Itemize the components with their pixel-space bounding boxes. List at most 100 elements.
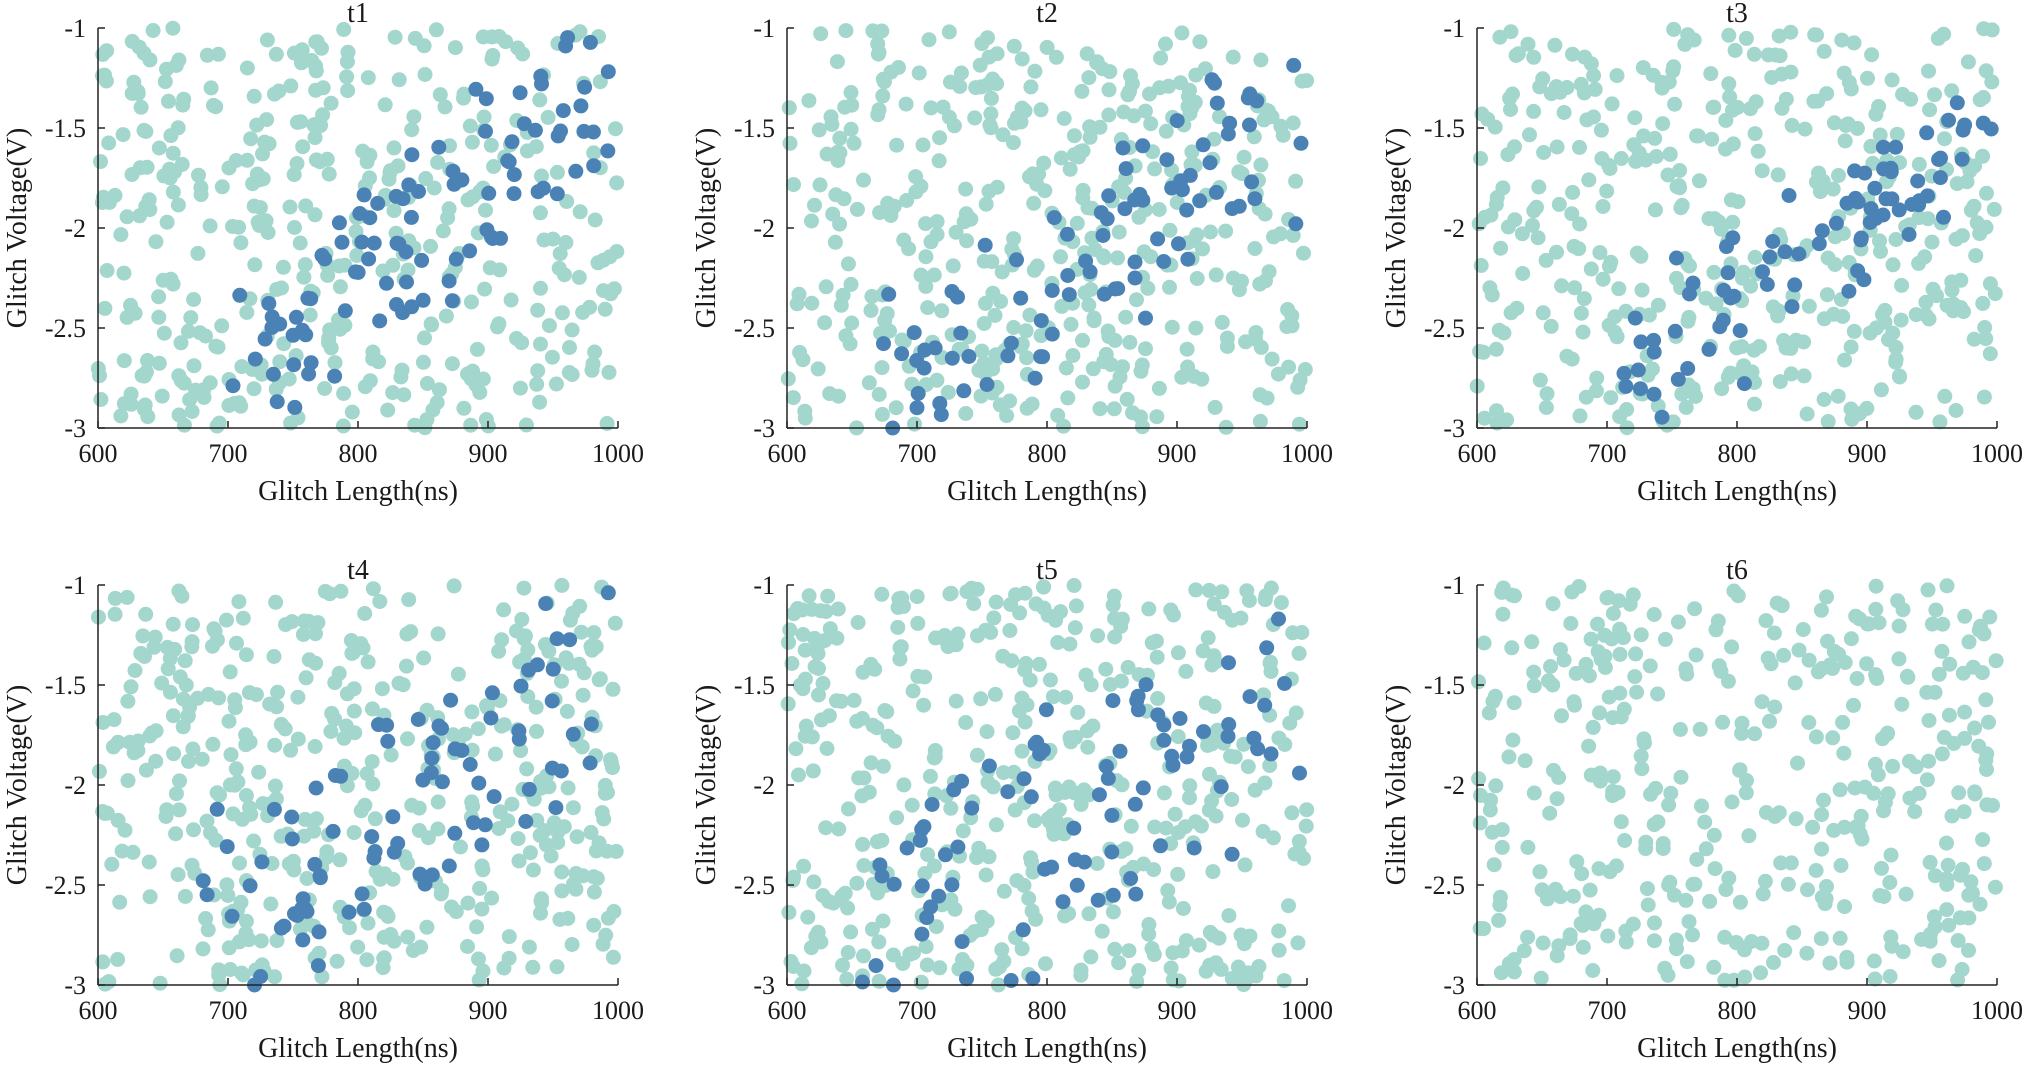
non-fault-point — [1060, 390, 1076, 406]
non-fault-point — [416, 650, 432, 666]
non-fault-point — [552, 246, 568, 262]
non-fault-point — [889, 810, 905, 826]
fault-point — [1685, 275, 1701, 291]
non-fault-point — [346, 703, 362, 719]
non-fault-point — [1549, 791, 1565, 807]
non-fault-point — [307, 739, 323, 754]
non-fault-point — [797, 403, 813, 419]
fault-point — [1179, 202, 1195, 218]
non-fault-point — [1517, 753, 1533, 769]
non-fault-point — [1843, 631, 1859, 647]
x-tick-label: 1000 — [592, 996, 644, 1025]
fault-point — [1135, 138, 1151, 154]
non-fault-point — [1045, 689, 1061, 705]
non-fault-point — [1495, 180, 1511, 196]
non-fault-point — [1672, 180, 1688, 196]
non-fault-point — [1809, 27, 1824, 43]
non-fault-point — [430, 821, 446, 837]
non-fault-point — [1094, 923, 1110, 939]
non-fault-point — [283, 78, 299, 94]
non-fault-point — [169, 948, 185, 964]
x-tick-label: 800 — [1028, 996, 1067, 1025]
non-fault-point — [1981, 714, 1996, 730]
fault-point — [874, 868, 890, 884]
non-fault-point — [1833, 858, 1849, 873]
non-fault-point — [1944, 282, 1960, 298]
non-fault-point — [988, 347, 1004, 363]
non-fault-point — [1816, 392, 1832, 407]
non-fault-point — [1592, 705, 1607, 721]
non-fault-point — [558, 235, 574, 250]
fault-point — [1856, 272, 1872, 288]
non-fault-point — [1680, 256, 1696, 272]
non-fault-point — [1934, 643, 1950, 659]
non-fault-point — [1734, 339, 1750, 355]
non-fault-point — [1175, 901, 1191, 916]
fault-point — [1632, 381, 1648, 397]
non-fault-point — [501, 929, 517, 945]
non-fault-point — [1107, 941, 1123, 957]
non-fault-point — [1547, 37, 1563, 53]
non-fault-point — [419, 702, 435, 718]
fault-point — [1853, 232, 1869, 248]
non-fault-point — [1058, 360, 1074, 376]
non-fault-point — [123, 679, 139, 695]
non-fault-point — [1573, 76, 1589, 92]
y-tick-label: -1.5 — [45, 114, 86, 143]
fault-point — [1115, 140, 1131, 156]
fault-point — [1242, 689, 1258, 705]
non-fault-point — [1129, 292, 1144, 308]
non-fault-point — [840, 945, 856, 960]
non-fault-point — [1291, 833, 1307, 849]
fault-point — [573, 98, 589, 114]
non-fault-point — [259, 112, 275, 128]
non-fault-point — [1549, 244, 1564, 260]
fault-point — [424, 750, 440, 766]
non-fault-point — [541, 779, 557, 795]
fault-point — [1654, 409, 1670, 425]
non-fault-point — [871, 102, 887, 118]
non-fault-point — [781, 634, 796, 650]
non-fault-point — [1747, 726, 1763, 742]
non-fault-point — [911, 65, 927, 81]
fault-point — [299, 904, 315, 919]
fault-point — [506, 186, 522, 202]
non-fault-point — [583, 824, 599, 840]
non-fault-point — [1471, 674, 1486, 690]
fault-point — [1027, 370, 1043, 386]
fault-point — [1091, 787, 1107, 803]
non-fault-point — [818, 820, 834, 836]
non-fault-point — [1205, 864, 1221, 880]
non-fault-point — [464, 704, 480, 720]
non-fault-point — [813, 26, 829, 42]
non-fault-point — [573, 624, 589, 640]
non-fault-point — [1163, 960, 1179, 976]
y-tick-label: -2.5 — [45, 871, 86, 900]
non-fault-point — [1650, 297, 1666, 313]
non-fault-point — [1164, 319, 1180, 335]
fault-point — [954, 773, 970, 789]
fault-point — [1646, 332, 1662, 348]
non-fault-point — [463, 417, 479, 433]
non-fault-point — [1678, 661, 1694, 677]
non-fault-point — [346, 825, 362, 841]
fault-point — [914, 878, 930, 894]
fault-point — [219, 839, 235, 855]
non-fault-point — [1136, 244, 1152, 260]
fault-point — [1095, 228, 1111, 243]
non-fault-point — [1131, 209, 1147, 225]
non-fault-point — [530, 363, 546, 379]
fault-point — [1867, 180, 1883, 196]
fault-point — [1110, 281, 1126, 297]
non-fault-point — [441, 201, 457, 217]
non-fault-point — [888, 400, 904, 416]
non-fault-point — [190, 245, 206, 261]
non-fault-point — [180, 323, 196, 339]
non-fault-point — [338, 718, 354, 734]
fault-point — [1066, 820, 1082, 836]
fault-point — [478, 91, 494, 107]
non-fault-point — [1819, 287, 1835, 303]
non-fault-point — [572, 204, 588, 220]
fault-point — [1736, 376, 1752, 392]
non-fault-point — [1281, 898, 1296, 914]
